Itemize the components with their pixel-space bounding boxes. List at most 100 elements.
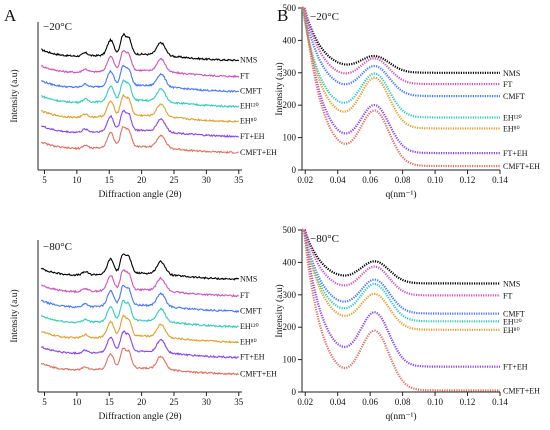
series-line [302, 6, 500, 155]
y-tick-label: 300 [283, 68, 297, 78]
series-label: CMFT [240, 87, 262, 96]
series-label: EH¹²⁰ [503, 114, 522, 123]
series-line [41, 126, 239, 154]
panel-letter-b: B [277, 6, 288, 25]
series-label: FT [240, 291, 249, 300]
y-tick-label: 500 [283, 225, 297, 235]
x-tick-label: 0.02 [297, 397, 313, 407]
x-axis-title: q(nm⁻¹) [385, 411, 416, 422]
x-tick-label: 10 [72, 175, 82, 185]
y-tick-label: 0 [292, 387, 297, 397]
xrd-chart-minus80: 5 10 15 20 25 30 35 Diffraction angle (2θ) Inten… [9, 240, 277, 422]
panel-letter-a: A [4, 6, 17, 25]
series-line [41, 314, 239, 344]
x-tick-label: 25 [170, 175, 180, 185]
x-tick-label: 20 [137, 175, 147, 185]
series-line [302, 228, 500, 297]
x-axis-title: Diffraction angle (2θ) [99, 411, 182, 422]
series-line [40, 347, 239, 376]
x-tick-label: 5 [42, 397, 47, 407]
y-tick-label: 300 [283, 290, 297, 300]
x-tick-label: 0.10 [427, 397, 443, 407]
series-line [41, 268, 240, 298]
y-axis-title: Intensity (a.u) [274, 284, 285, 337]
y-axis-title: Intensity (a.u) [9, 69, 20, 122]
series-line [302, 228, 500, 392]
x-tick-label: 30 [202, 397, 212, 407]
y-axis-title: Intensity (a.u) [274, 62, 285, 115]
x-tick-label: 35 [234, 397, 244, 407]
saxs-chart-minus80: 0.02 0.04 0.06 0.08 0.10 0.12 0.14 q(nm⁻¹) Inten… [274, 225, 540, 422]
series-label: FT+EH [503, 149, 528, 158]
x-tick-label: 5 [42, 175, 47, 185]
series-line [40, 253, 240, 281]
series-label: NMS [503, 279, 520, 288]
series-label: NMS [240, 56, 257, 65]
x-tick-label: 0.08 [395, 397, 411, 407]
series-label: NMS [240, 274, 257, 283]
series-line [40, 93, 239, 123]
temperature-label: −20°C [43, 21, 72, 33]
series-label: FT [503, 291, 512, 300]
series-line [302, 228, 500, 323]
x-tick-label: 0.10 [427, 175, 443, 185]
series-line [302, 228, 500, 368]
x-tick-label: 0.14 [492, 175, 508, 185]
series-line [302, 6, 500, 168]
series-line [41, 32, 240, 62]
series-label: EH⁸⁰ [503, 125, 520, 134]
series-label: FT+EH [503, 363, 528, 372]
x-tick-label: 0.12 [460, 397, 476, 407]
series-label: NMS [503, 69, 520, 78]
x-tick-label: 0.06 [362, 397, 378, 407]
series-label: CMFT+EH [503, 162, 540, 171]
x-tick-label: 30 [202, 175, 212, 185]
xrd-chart-minus20: 5 10 15 20 25 30 35 Diffraction angle (2θ) Inten… [9, 21, 277, 200]
y-tick-label: 0 [292, 165, 297, 175]
x-tick-label: 35 [234, 175, 244, 185]
x-tick-label: 10 [72, 397, 82, 407]
y-tick-label: 400 [283, 35, 297, 45]
series-label: EH¹²⁰ [503, 317, 522, 326]
series-line [40, 49, 240, 79]
series-label: CMFT [503, 310, 525, 319]
x-axis-title: q(nm⁻¹) [385, 189, 416, 200]
x-tick-label: 15 [105, 175, 115, 185]
series-line [41, 79, 240, 109]
series-label: EH⁸⁰ [240, 117, 257, 126]
series-label: FT+EH [240, 353, 265, 362]
series-label: EH⁸⁰ [503, 326, 520, 335]
series-label: FT [240, 72, 249, 81]
series-label: CMFT+EH [503, 386, 540, 395]
series-label: EH⁸⁰ [240, 337, 257, 346]
x-tick-label: 0.12 [460, 175, 476, 185]
series-line [41, 64, 240, 93]
y-tick-label: 100 [283, 133, 297, 143]
temperature-label: −80°C [43, 241, 72, 253]
x-tick-label: 20 [137, 397, 147, 407]
series-label: EH¹²⁰ [240, 102, 259, 111]
series-label: CMFT [503, 92, 525, 101]
x-axis-title: Diffraction angle (2θ) [99, 189, 182, 200]
series-label: CMFT+EH [240, 148, 277, 157]
y-tick-label: 200 [283, 100, 297, 110]
series-label: FT [503, 80, 512, 89]
x-tick-label: 0.02 [297, 175, 313, 185]
y-axis-title: Intensity (a.u) [9, 289, 20, 342]
series-label: CMFT+EH [240, 369, 277, 378]
y-tick-label: 100 [283, 355, 297, 365]
x-tick-label: 0.04 [330, 175, 346, 185]
series-line [40, 109, 239, 138]
series-label: CMFT [240, 306, 262, 315]
series-line [41, 330, 239, 359]
series-line [302, 6, 500, 86]
series-line [302, 228, 500, 285]
series-label: FT+EH [240, 132, 265, 141]
series-line [40, 284, 240, 314]
temperature-label: −80°C [310, 233, 339, 245]
y-tick-label: 400 [283, 257, 297, 267]
series-line [302, 228, 500, 315]
x-tick-label: 0.08 [395, 175, 411, 185]
x-tick-label: 0.06 [362, 175, 378, 185]
